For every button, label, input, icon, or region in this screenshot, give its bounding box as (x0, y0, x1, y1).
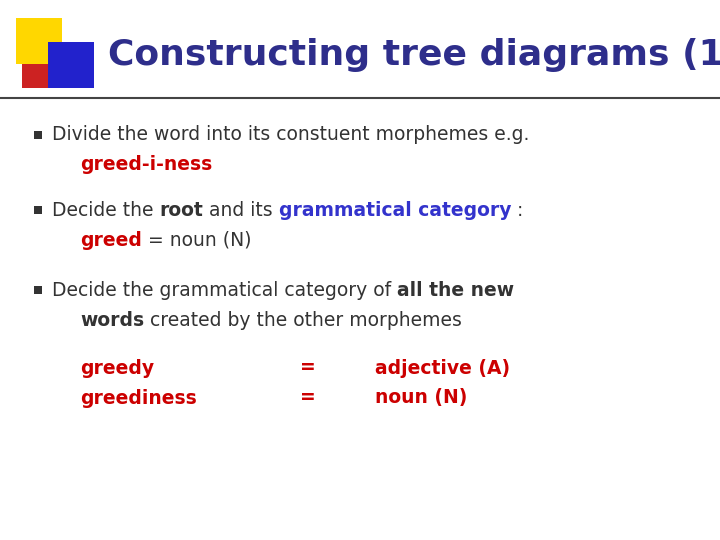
Text: greed: greed (80, 231, 142, 249)
Text: all the new: all the new (397, 280, 514, 300)
Bar (34, 286, 42, 294)
Text: Decide the grammatical category of: Decide the grammatical category of (52, 280, 397, 300)
Bar (48, 42, 94, 88)
Text: greediness: greediness (80, 388, 197, 408)
Text: adjective (A): adjective (A) (375, 359, 510, 377)
Text: created by the other morphemes: created by the other morphemes (144, 310, 462, 329)
Text: = noun (N): = noun (N) (142, 231, 251, 249)
Bar (22, 42, 68, 88)
Text: and its: and its (203, 200, 279, 219)
Text: :: : (511, 200, 523, 219)
Text: Constructing tree diagrams (1): Constructing tree diagrams (1) (108, 38, 720, 72)
Text: grammatical category: grammatical category (279, 200, 511, 219)
Text: greed-i-ness: greed-i-ness (80, 156, 212, 174)
Text: noun (N): noun (N) (375, 388, 467, 408)
Bar (34, 206, 42, 214)
Text: Divide the word into its constuent morphemes e.g.: Divide the word into its constuent morph… (52, 125, 529, 145)
Text: Decide the: Decide the (52, 200, 160, 219)
Bar (34, 131, 42, 139)
Text: words: words (80, 310, 144, 329)
Text: =: = (300, 359, 316, 377)
Bar (16, 18, 62, 64)
Text: root: root (160, 200, 203, 219)
Text: =: = (300, 388, 316, 408)
Text: greedy: greedy (80, 359, 154, 377)
